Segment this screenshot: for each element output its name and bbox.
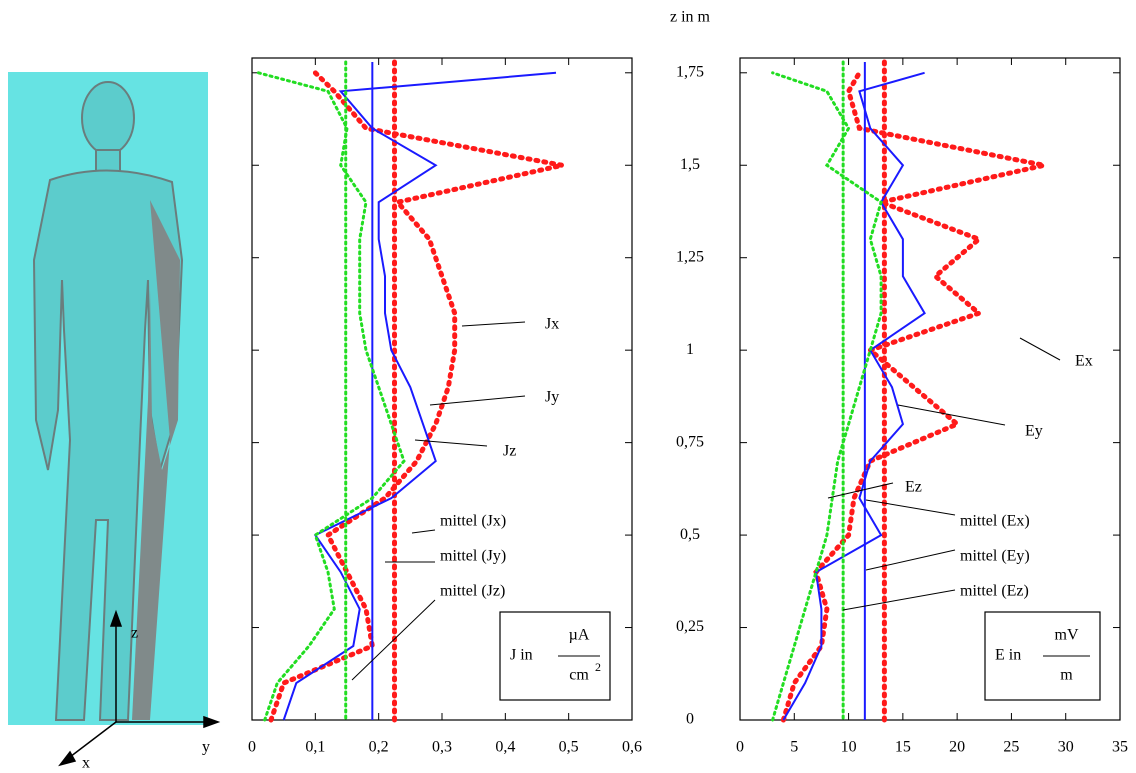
axis-label: x xyxy=(82,755,90,772)
leader-line xyxy=(827,482,894,499)
y-tick-label: 1,5 xyxy=(680,156,700,173)
silhouette xyxy=(32,81,184,721)
x-tick-label: 35 xyxy=(1112,739,1128,756)
annotation: Jy xyxy=(545,389,559,406)
y-axis-title: z in m xyxy=(670,9,711,26)
x-tick-label: 5 xyxy=(790,739,798,756)
x-tick-label: 0,2 xyxy=(369,739,389,756)
series-line xyxy=(268,70,563,723)
series-line xyxy=(282,71,557,721)
leader-line xyxy=(1019,337,1061,361)
leader-line xyxy=(865,499,956,516)
leader-line xyxy=(461,321,526,327)
annotation: mittel (Ex) xyxy=(960,513,1030,530)
annotation: Ey xyxy=(1025,423,1043,440)
y-tick-label: 1 xyxy=(686,341,694,358)
leader-line xyxy=(351,599,436,681)
x-tick-label: 0 xyxy=(248,739,256,756)
x-tick-label: 20 xyxy=(949,739,965,756)
plot-frame xyxy=(739,57,1121,721)
leader-line xyxy=(842,589,956,611)
annotation: Ex xyxy=(1075,353,1093,370)
leader-line xyxy=(897,404,1006,426)
annotation: Ez xyxy=(905,479,922,496)
y-tick-label: 1,25 xyxy=(676,248,704,265)
plot-frame xyxy=(251,57,633,721)
annotation: mittel (Ey) xyxy=(960,548,1030,565)
body-figure: z y x xyxy=(8,72,221,772)
unit-prefix: J in xyxy=(510,647,533,664)
shade xyxy=(132,200,180,720)
series-line xyxy=(780,70,1045,723)
y-tick-label: 0,5 xyxy=(680,526,700,543)
leader-line xyxy=(414,439,488,447)
x-tick-label: 10 xyxy=(841,739,857,756)
unit-box xyxy=(984,611,1101,701)
y-tick-label: 0,25 xyxy=(676,618,704,635)
x-tick-label: 0,3 xyxy=(432,739,452,756)
annotation: Jx xyxy=(545,316,559,333)
x-tick-label: 15 xyxy=(895,739,911,756)
y-tick-label: 0 xyxy=(686,711,694,728)
x-tick-label: 0,1 xyxy=(305,739,325,756)
axis-label: z xyxy=(131,625,138,642)
leader-line xyxy=(411,529,436,534)
x-tick-label: 30 xyxy=(1058,739,1074,756)
series-line xyxy=(771,71,883,722)
series-line xyxy=(782,71,926,721)
unit-denominator: m xyxy=(1060,667,1073,684)
unit-numerator: µA xyxy=(569,627,590,644)
series-line xyxy=(256,71,406,722)
coordinate-axes xyxy=(58,609,221,767)
x-tick-label: 0,4 xyxy=(495,739,515,756)
leader-line xyxy=(865,549,956,571)
annotation: mittel (Jx) xyxy=(440,513,506,530)
x-tick-label: 25 xyxy=(1003,739,1019,756)
x-tick-label: 0,5 xyxy=(559,739,579,756)
annotation: mittel (Jy) xyxy=(440,548,506,565)
x-tick-label: 0 xyxy=(736,739,744,756)
unit-prefix: E in xyxy=(995,647,1021,664)
unit-denominator: cm xyxy=(569,667,589,684)
x-tick-label: 0,6 xyxy=(622,739,642,756)
unit-numerator: mV xyxy=(1055,627,1079,644)
unit-box xyxy=(499,611,611,701)
y-tick-label: 0,75 xyxy=(676,433,704,450)
y-tick-label: 1,75 xyxy=(676,63,704,80)
annotation: mittel (Jz) xyxy=(440,583,505,600)
axis-label: y xyxy=(202,739,210,756)
unit-exponent: 2 xyxy=(595,660,601,674)
annotation: mittel (Ez) xyxy=(960,583,1029,600)
annotation: Jz xyxy=(503,443,516,460)
leader-line xyxy=(429,395,526,406)
